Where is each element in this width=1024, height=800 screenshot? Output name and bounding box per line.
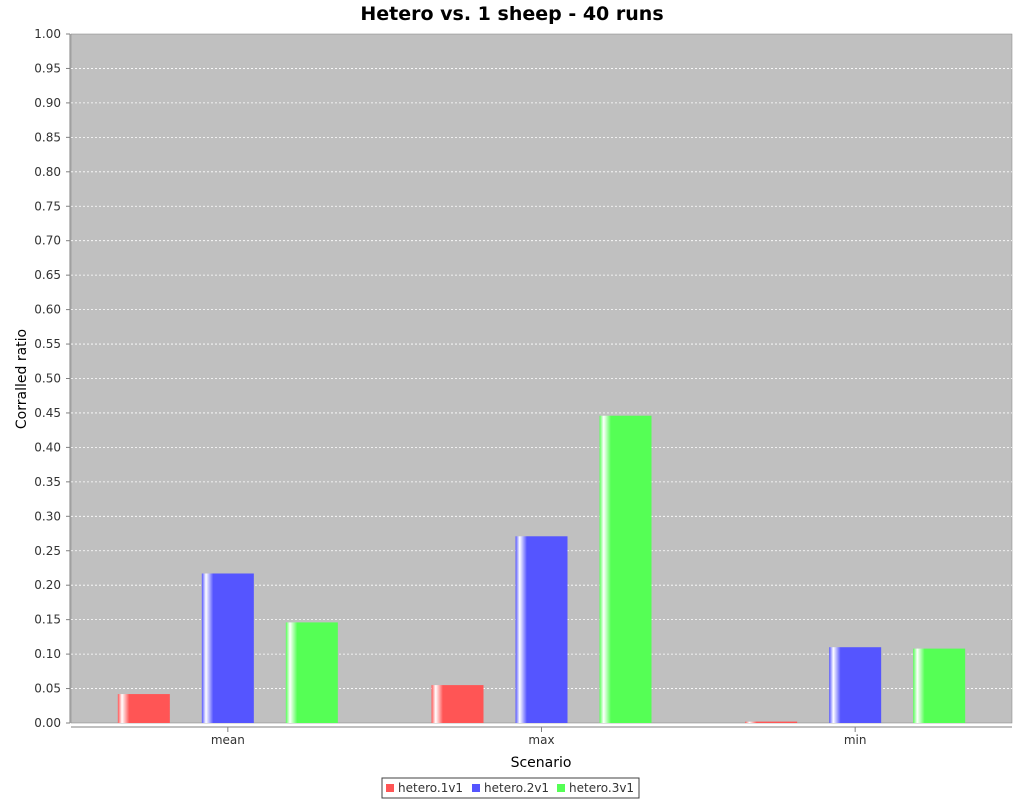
x-tick-label: mean [211, 733, 245, 747]
x-tick-label: min [844, 733, 867, 747]
y-tick-label: 0.75 [34, 199, 61, 213]
bar-hetero.1v1-max [431, 685, 484, 723]
bar-hetero.3v1-min [913, 648, 966, 723]
legend-box [381, 777, 640, 799]
bar-hetero.2v1-mean [201, 573, 254, 723]
legend-swatch [472, 784, 480, 792]
x-axis-label: Scenario [511, 755, 572, 771]
y-tick-label: 0.60 [34, 303, 61, 317]
y-tick-label: 0.65 [34, 268, 61, 282]
y-tick-label: 0.50 [34, 372, 61, 386]
y-tick-label: 0.10 [34, 647, 61, 661]
legend: hetero.1v1 hetero.2v1 hetero.3v1 [381, 777, 640, 799]
y-tick-label: 0.40 [34, 440, 61, 454]
y-tick-label: 0.85 [34, 130, 61, 144]
y-tick-label: 0.30 [34, 509, 61, 523]
y-tick-label: 0.35 [34, 475, 61, 489]
y-tick-label: 0.05 [34, 682, 61, 696]
y-tick-label: 0.20 [34, 578, 61, 592]
legend-swatch [386, 784, 394, 792]
y-tick-label: 0.95 [34, 61, 61, 75]
chart-title: Hetero vs. 1 sheep - 40 runs [360, 3, 663, 25]
legend-item: hetero.1v1 [398, 781, 463, 795]
bar-hetero.3v1-max [599, 415, 652, 723]
legend-item: hetero.2v1 [484, 781, 549, 795]
y-tick-label: 0.15 [34, 613, 61, 627]
y-tick-label: 0.00 [34, 716, 61, 730]
bar-hetero.3v1-mean [285, 622, 338, 723]
x-axis: mean max min [71, 726, 1012, 747]
y-tick-label: 0.25 [34, 544, 61, 558]
y-axis: 0.00 0.05 0.10 0.15 0.20 0.25 0.30 0.35 0.40 0.45… [34, 27, 71, 730]
x-tick-label: max [528, 733, 554, 747]
y-tick-label: 0.55 [34, 337, 61, 351]
legend-item: hetero.3v1 [569, 781, 634, 795]
bars [117, 415, 966, 723]
y-tick-label: 0.45 [34, 406, 61, 420]
bar-hetero.2v1-max [515, 536, 568, 723]
y-tick-label: 0.80 [34, 165, 61, 179]
y-axis-label: Corralled ratio [14, 329, 30, 429]
y-tick-label: 1.00 [34, 27, 61, 41]
bar-hetero.1v1-mean [117, 694, 170, 723]
y-tick-label: 0.90 [34, 96, 61, 110]
y-tick-label: 0.70 [34, 234, 61, 248]
bar-hetero.1v1-min [745, 721, 798, 723]
legend-swatch [557, 784, 565, 792]
bar-hetero.2v1-min [829, 647, 882, 723]
